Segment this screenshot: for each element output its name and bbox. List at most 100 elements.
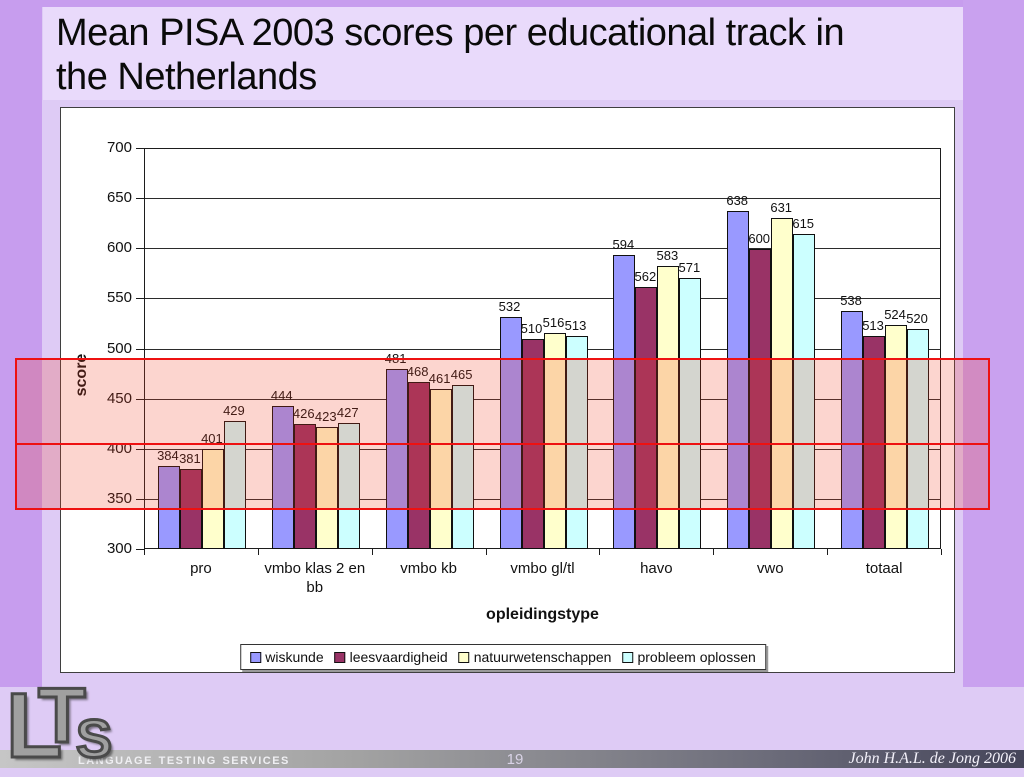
- y-tick-label-700: 700: [106, 139, 132, 156]
- footer-bar: Language Testing Services 19 John H.A.L.…: [0, 750, 1024, 768]
- category-label-vwo: vwo: [756, 560, 784, 577]
- category-label-vmbo-gl/tl: vmbo gl/tl: [510, 560, 575, 577]
- red-highlight-band: [15, 357, 990, 510]
- y-tick-label-300: 300: [106, 540, 132, 557]
- category-label-vmbo-klas-2-en-bb: vmbo klas 2 en bb: [264, 560, 366, 596]
- bar-value-label: 384: [157, 447, 179, 463]
- y-tick-300: [136, 549, 144, 550]
- bar-leesvaardigheid-vwo: [749, 249, 772, 549]
- bar-probleem-oplossen-vmbo-kb: [451, 384, 474, 549]
- frame-strip-top: [0, 0, 1024, 7]
- category-label-pro: pro: [190, 560, 212, 577]
- bar-probleem-oplossen-pro: [223, 420, 246, 549]
- bar-probleem-oplossen-havo: [679, 278, 702, 549]
- bar-value-label: 468: [406, 363, 429, 379]
- bar-wiskunde-vwo: [727, 211, 750, 549]
- y-tick-450: [136, 398, 144, 400]
- footer-brand: Language Testing Services: [78, 751, 290, 768]
- bar-value-label: 401: [201, 430, 223, 446]
- category-label-vmbo-kb: vmbo kb: [400, 560, 457, 577]
- bar-value-label: 444: [270, 387, 293, 403]
- footer-credit: John H.A.L. de Jong 2006: [848, 750, 1016, 767]
- bar-value-label: 571: [678, 260, 701, 276]
- bar-chart: score 700 650 600 550 500 450 400 350 300 384 444 4…: [60, 107, 955, 673]
- bar-value-label: 513: [564, 318, 587, 334]
- lts-logo: L T S: [4, 675, 126, 774]
- x-tick-6: [827, 549, 829, 555]
- bar-wiskunde-havo: [613, 255, 636, 549]
- y-tick-label-550: 550: [106, 289, 132, 307]
- bar-wiskunde-vmbo-klas-2-en-bb: [271, 405, 294, 549]
- category-label-totaal: totaal: [865, 560, 903, 577]
- bar-value-label: 538: [840, 293, 862, 309]
- bar-natuurwetenschappen-pro: [201, 448, 224, 549]
- y-tick-650: [136, 198, 144, 200]
- y-tick-label-500: 500: [106, 339, 132, 357]
- y-tick-350: [136, 498, 144, 500]
- x-tick-4: [599, 549, 601, 555]
- legend-label: wiskunde: [265, 649, 324, 665]
- legend-label: probleem oplossen: [637, 649, 756, 665]
- logo-letter-t: T: [37, 671, 88, 759]
- chart-legend: wiskunde leesvaardigheid natuurwetenschapp…: [240, 644, 766, 670]
- bar-leesvaardigheid-havo: [635, 287, 658, 549]
- legend-label: leesvaardigheid: [349, 649, 448, 665]
- logo-letter-l: L: [4, 675, 63, 777]
- bar-value-label: 600: [748, 231, 771, 247]
- bar-value-label: 615: [792, 216, 815, 232]
- bar-value-label: 513: [862, 318, 884, 334]
- bar-wiskunde-vmbo-gl/tl: [499, 317, 522, 549]
- slide-title-line2: the Netherlands: [56, 56, 317, 98]
- y-tick-600: [136, 248, 144, 250]
- legend-swatch-leesvaardigheid: [334, 651, 346, 663]
- bar-probleem-oplossen-vwo: [793, 234, 816, 549]
- y-tick-500: [136, 348, 144, 350]
- bar-value-label: 520: [906, 311, 928, 327]
- bar-value-label: 465: [450, 366, 473, 382]
- gridline-650: [145, 198, 940, 200]
- bar-wiskunde-vmbo-kb: [385, 368, 408, 549]
- bar-natuurwetenschappen-vwo: [771, 218, 794, 549]
- legend-swatch-probleem-oplossen: [622, 651, 634, 663]
- bar-leesvaardigheid-vmbo-klas-2-en-bb: [293, 423, 316, 549]
- bar-value-label: 524: [884, 307, 906, 323]
- y-tick-label-350: 350: [106, 489, 132, 507]
- x-tick-5: [713, 549, 715, 555]
- legend-swatch-wiskunde: [250, 651, 262, 663]
- bar-natuurwetenschappen-vmbo-gl/tl: [543, 333, 566, 549]
- bar-value-label: 516: [542, 315, 565, 331]
- logo-letter-s: S: [74, 709, 113, 769]
- y-tick-550: [136, 298, 144, 300]
- bar-value-label: 423: [314, 408, 337, 424]
- bar-natuurwetenschappen-havo: [657, 266, 680, 549]
- bar-leesvaardigheid-vmbo-kb: [407, 381, 430, 549]
- bar-value-label: 381: [179, 450, 201, 466]
- x-tick-7: [941, 549, 942, 555]
- category-label-havo: havo: [640, 560, 673, 577]
- legend-label: natuurwetenschappen: [473, 649, 612, 665]
- x-tick-0: [144, 549, 145, 555]
- bar-value-label: 532: [498, 299, 521, 315]
- bar-probleem-oplossen-vmbo-klas-2-en-bb: [337, 422, 360, 549]
- y-tick-400: [136, 448, 144, 450]
- y-tick-700: [136, 148, 144, 149]
- x-tick-1: [257, 549, 259, 555]
- legend-item-leesvaardigheid: leesvaardigheid: [334, 649, 448, 665]
- x-axis-title: opleidingstype: [486, 606, 599, 623]
- bar-value-label: 429: [223, 402, 245, 418]
- bar-value-label: 461: [428, 370, 451, 386]
- y-tick-label-450: 450: [106, 389, 132, 407]
- legend-item-wiskunde: wiskunde: [250, 649, 324, 665]
- bar-value-label: 562: [634, 269, 657, 285]
- slide-title: Mean PISA 2003 scores per educational tr…: [43, 7, 963, 100]
- y-tick-label-600: 600: [106, 239, 132, 257]
- frame-strip-right: [963, 0, 1024, 687]
- slide-title-line1: Mean PISA 2003 scores per educational tr…: [56, 12, 845, 54]
- x-tick-2: [371, 549, 373, 555]
- bar-probleem-oplossen-totaal: [907, 329, 930, 549]
- slide-page-number: 19: [506, 751, 524, 768]
- bar-wiskunde-pro: [157, 465, 180, 549]
- gridline-550: [145, 298, 940, 300]
- bar-value-label: 427: [336, 404, 359, 420]
